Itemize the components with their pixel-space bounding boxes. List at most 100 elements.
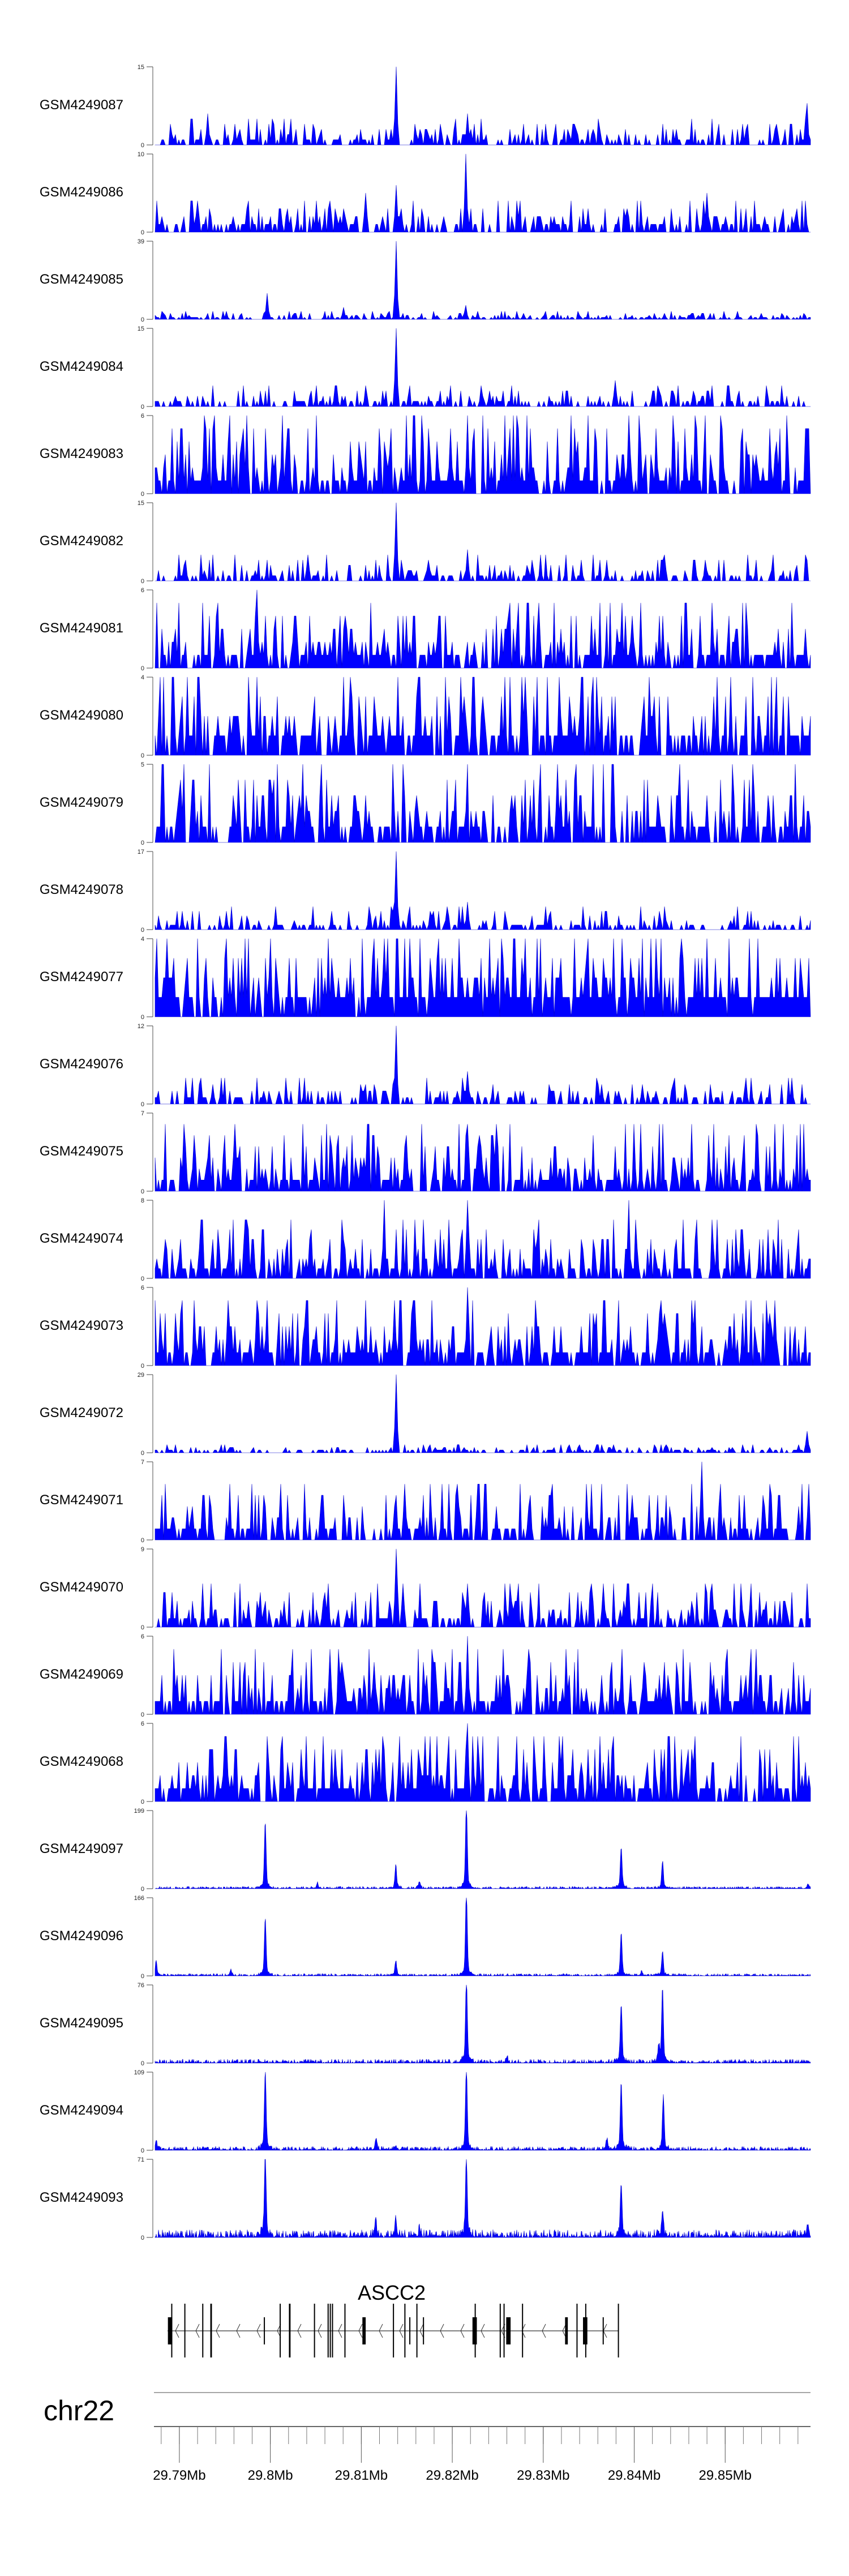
track-label: GSM4249072: [40, 1405, 123, 1420]
track-label: GSM4249096: [40, 1928, 123, 1944]
track-GSM4249082: GSM4249082 15 0: [40, 500, 811, 585]
y-min-label: 0: [141, 1101, 144, 1108]
strand-arrow-icon: [481, 2323, 485, 2338]
coverage-area: [155, 938, 811, 1017]
x-tick-label: 29.8Mb: [248, 2468, 293, 2483]
track-GSM4249072: GSM4249072 29 0: [40, 1372, 811, 1457]
strand-arrow-icon: [358, 2323, 363, 2338]
strand-arrow-icon: [419, 2323, 424, 2338]
y-min-label: 0: [141, 1624, 144, 1631]
y-min-label: 0: [141, 1711, 144, 1718]
y-max-label: 17: [138, 849, 144, 855]
exon: [474, 2304, 476, 2357]
y-min-label: 0: [141, 404, 144, 410]
track-label: GSM4249081: [40, 621, 123, 636]
exon: [280, 2304, 281, 2357]
track-label: GSM4249082: [40, 533, 123, 549]
coverage-area: [155, 677, 811, 756]
exon: [404, 2304, 406, 2357]
y-max-label: 6: [141, 1721, 144, 1727]
x-tick-label: 29.85Mb: [699, 2468, 752, 2483]
coverage-area: [155, 1124, 811, 1192]
coverage-area: [155, 1200, 811, 1279]
y-min-label: 0: [141, 1973, 144, 1980]
track-label: GSM4249083: [40, 446, 123, 461]
coverage-area: [155, 1897, 811, 1976]
track-label: GSM4249084: [40, 359, 123, 374]
track-GSM4249071: GSM4249071 7 0: [40, 1459, 811, 1544]
y-max-label: 39: [138, 238, 144, 245]
coverage-area: [155, 1287, 811, 1366]
strand-arrow-icon: [379, 2323, 383, 2338]
y-min-label: 0: [141, 229, 144, 236]
track-label: GSM4249069: [40, 1667, 123, 1682]
exon: [168, 2317, 173, 2344]
track-label: GSM4249075: [40, 1144, 123, 1159]
strand-arrow-icon: [175, 2323, 179, 2338]
exon: [362, 2317, 366, 2344]
strand-arrow-icon: [216, 2323, 220, 2338]
track-GSM4249075: GSM4249075 7 0: [40, 1110, 811, 1195]
coverage-area: [155, 1548, 811, 1628]
coverage-area: [155, 764, 811, 843]
coverage-area: [155, 1636, 811, 1715]
y-min-label: 0: [141, 491, 144, 498]
exon: [416, 2304, 418, 2357]
coverage-area: [155, 589, 811, 669]
track-label: GSM4249074: [40, 1231, 123, 1246]
track-GSM4249081: GSM4249081 6 0: [40, 587, 811, 672]
track-label: GSM4249093: [40, 2190, 123, 2205]
y-max-label: 71: [138, 2156, 144, 2163]
y-max-label: 8: [141, 1197, 144, 1204]
track-GSM4249076: GSM4249076 12 0: [40, 1023, 811, 1108]
y-min-label: 0: [141, 1276, 144, 1282]
y-min-label: 0: [141, 2060, 144, 2067]
y-min-label: 0: [141, 752, 144, 759]
strand-arrow-icon: [318, 2323, 322, 2338]
track-GSM4249073: GSM4249073 6 0: [40, 1285, 811, 1370]
strand-arrow-icon: [338, 2323, 342, 2338]
exon: [503, 2304, 505, 2357]
y-min-label: 0: [141, 578, 144, 585]
exon: [264, 2317, 265, 2344]
y-max-label: 9: [141, 1546, 144, 1553]
y-max-label: 166: [134, 1895, 144, 1902]
exon: [585, 2304, 586, 2357]
track-label: GSM4249076: [40, 1056, 123, 1072]
track-label: GSM4249087: [40, 97, 123, 113]
strand-arrow-icon: [542, 2323, 546, 2338]
strand-arrow-icon: [399, 2323, 404, 2338]
strand-arrow-icon: [521, 2323, 526, 2338]
exon: [472, 2317, 477, 2344]
y-max-label: 15: [138, 500, 144, 507]
track-label: GSM4249077: [40, 969, 123, 985]
coverage-area: [155, 241, 811, 320]
exon: [171, 2304, 173, 2357]
y-min-label: 0: [141, 1799, 144, 1805]
track-label: GSM4249086: [40, 185, 123, 200]
x-tick-label: 29.81Mb: [335, 2468, 388, 2483]
track-GSM4249087: GSM4249087 15 0: [40, 64, 811, 149]
track-label: GSM4249070: [40, 1580, 123, 1595]
exon: [618, 2304, 619, 2357]
track-label: GSM4249073: [40, 1318, 123, 1333]
exon: [409, 2317, 411, 2344]
coverage-area: [155, 328, 811, 407]
x-tick-label: 29.82Mb: [426, 2468, 478, 2483]
exon: [210, 2304, 212, 2357]
exon: [344, 2304, 346, 2357]
track-GSM4249083: GSM4249083 6 0: [40, 413, 811, 498]
y-max-label: 76: [138, 1982, 144, 1989]
strand-arrow-icon: [277, 2323, 281, 2338]
y-min-label: 0: [141, 1188, 144, 1195]
y-max-label: 6: [141, 587, 144, 594]
strand-arrow-icon: [195, 2323, 200, 2338]
y-max-label: 6: [141, 1285, 144, 1291]
y-max-label: 15: [138, 326, 144, 332]
y-max-label: 12: [138, 1023, 144, 1030]
y-min-label: 0: [141, 665, 144, 672]
strand-arrow-icon: [562, 2323, 567, 2338]
exon: [289, 2304, 291, 2357]
y-max-label: 4: [141, 674, 144, 681]
